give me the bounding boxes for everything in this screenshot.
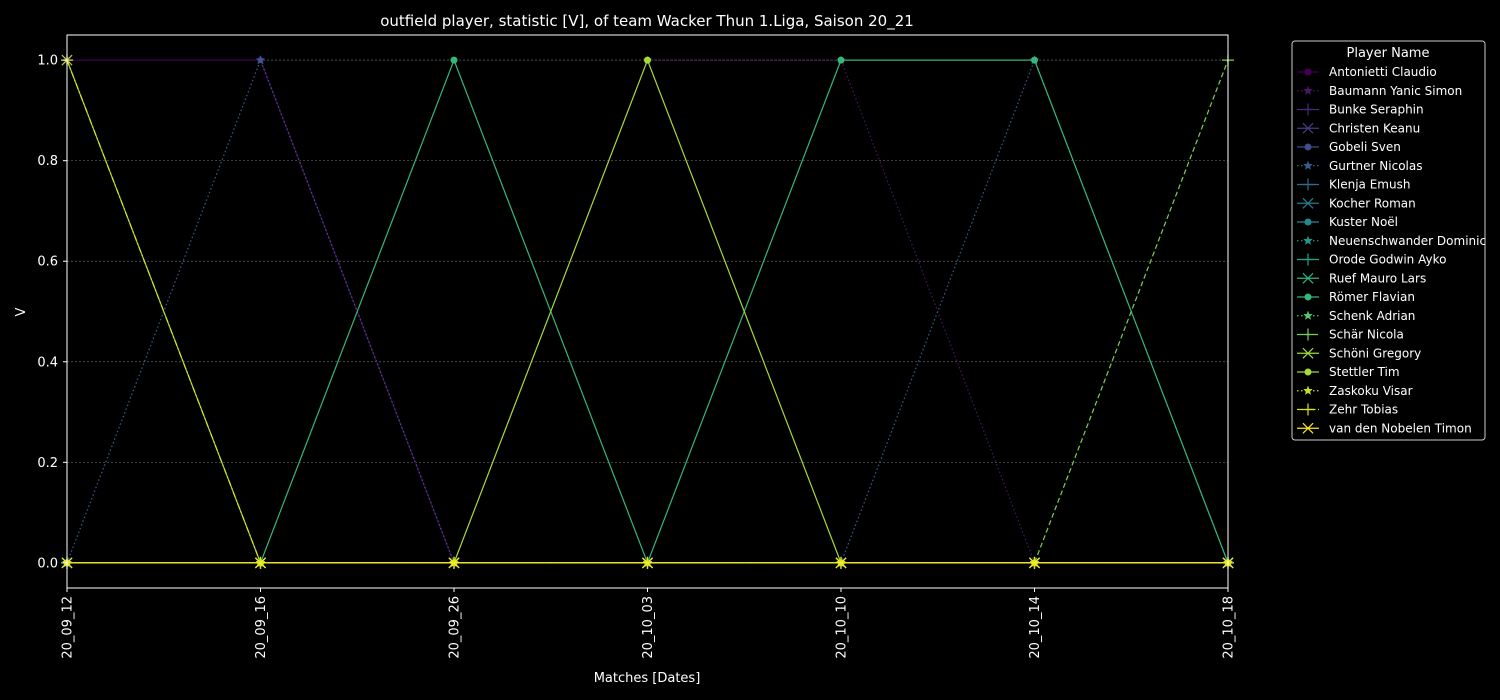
legend-marker	[1303, 85, 1313, 95]
legend-item: Stettler Tim	[1297, 365, 1400, 379]
data-point	[450, 56, 458, 64]
legend-label: Gurtner Nicolas	[1329, 159, 1422, 173]
legend-items: Antonietti Claudio Baumann Yanic Simon Bun…	[1297, 65, 1486, 435]
chart-title: outfield player, statistic [V], of team …	[380, 12, 914, 31]
legend-label: Schöni Gregory	[1329, 346, 1421, 360]
legend-marker	[1302, 403, 1314, 416]
data-point	[644, 56, 651, 64]
data-point	[1031, 56, 1038, 64]
legend-label: Zaskoku Visar	[1329, 384, 1413, 398]
legend-marker	[1303, 160, 1313, 170]
legend-label: Orode Godwin Ayko	[1329, 253, 1446, 267]
x-tick-label: 20_10_10	[835, 596, 850, 659]
legend-marker	[1302, 347, 1314, 359]
data-point	[254, 557, 267, 569]
legend-marker	[1303, 385, 1313, 395]
legend-label: Zehr Tobias	[1329, 403, 1398, 417]
legend-label: Kuster Noël	[1329, 215, 1398, 229]
data-point	[835, 557, 847, 569]
plot-area	[67, 35, 1228, 588]
legend-item: Schenk Adrian	[1297, 309, 1415, 323]
legend-label: van den Nobelen Timon	[1329, 421, 1472, 435]
data-point	[837, 56, 845, 64]
axis-layer: 0.0 0.2 0.4 0.6 0.8 1.0 20_09_12 20_09_16 20_09_…	[37, 54, 1236, 659]
legend-marker	[1302, 328, 1314, 341]
y-tick-label: 0.6	[37, 255, 58, 270]
series-layer	[61, 54, 1234, 569]
legend-label: Gobeli Sven	[1329, 140, 1401, 154]
legend-marker	[1304, 68, 1312, 76]
legend-item: Römer Flavian	[1297, 290, 1415, 304]
x-tick-label: 20_09_16	[254, 596, 269, 659]
legend-marker	[1302, 178, 1314, 191]
legend-item: Christen Keanu	[1297, 121, 1420, 135]
y-tick-label: 0.2	[37, 456, 58, 471]
legend-label: Römer Flavian	[1329, 290, 1415, 304]
legend-item: Kuster Noël	[1297, 215, 1398, 229]
legend-marker	[1304, 368, 1312, 376]
legend-marker	[1303, 235, 1313, 245]
legend-marker	[1302, 253, 1314, 266]
y-tick-label: 0.8	[37, 154, 58, 169]
legend-item: Zaskoku Visar	[1297, 384, 1413, 398]
legend-title: Player Name	[1347, 46, 1430, 61]
legend-label: Neuenschwander Dominic	[1329, 234, 1486, 248]
legend-item: Gobeli Sven	[1297, 140, 1401, 154]
legend-label: Klenja Emush	[1329, 178, 1410, 192]
legend-marker	[1302, 272, 1314, 284]
y-tick-label: 1.0	[37, 54, 58, 69]
legend-item: van den Nobelen Timon	[1297, 421, 1472, 435]
legend-marker	[1304, 293, 1312, 301]
legend-marker	[1302, 122, 1314, 134]
legend-item: Zehr Tobias	[1297, 403, 1398, 417]
y-axis-label: V	[14, 307, 29, 316]
legend-item: Neuenschwander Dominic	[1297, 234, 1486, 248]
legend-marker	[1304, 143, 1312, 151]
legend-label: Christen Keanu	[1329, 121, 1420, 135]
legend-label: Schär Nicola	[1329, 328, 1404, 342]
legend-item: Kocher Roman	[1297, 196, 1416, 210]
legend: Player Name Antonietti Claudio Baumann Ya…	[1291, 40, 1486, 441]
legend-item: Antonietti Claudio	[1297, 65, 1437, 79]
legend-marker	[1304, 218, 1312, 226]
legend-marker	[1302, 103, 1314, 116]
data-point	[1028, 557, 1041, 569]
x-tick-label: 20_10_14	[1028, 596, 1043, 659]
legend-label: Kocher Roman	[1329, 196, 1416, 210]
legend-item: Klenja Emush	[1297, 178, 1410, 192]
x-tick-label: 20_09_26	[448, 596, 463, 659]
legend-item: Ruef Mauro Lars	[1297, 271, 1426, 285]
legend-label: Bunke Seraphin	[1329, 103, 1424, 117]
x-tick-label: 20_10_18	[1222, 596, 1237, 659]
legend-label: Stettler Tim	[1329, 365, 1400, 379]
legend-item: Orode Godwin Ayko	[1297, 253, 1446, 267]
x-axis-label: Matches [Dates]	[594, 671, 701, 686]
data-point	[641, 557, 654, 569]
legend-item: Baumann Yanic Simon	[1297, 84, 1462, 98]
legend-marker	[1302, 422, 1314, 434]
legend-marker	[1303, 310, 1313, 320]
y-tick-label: 0.0	[37, 556, 58, 571]
legend-label: Schenk Adrian	[1329, 309, 1415, 323]
legend-item: Bunke Seraphin	[1297, 103, 1424, 117]
legend-item: Schär Nicola	[1297, 328, 1404, 342]
legend-marker	[1302, 197, 1314, 209]
y-tick-label: 0.4	[37, 355, 58, 370]
legend-box	[1291, 40, 1486, 441]
data-point	[255, 54, 266, 65]
legend-item: Schöni Gregory	[1297, 346, 1421, 360]
x-tick-label: 20_09_12	[61, 596, 76, 659]
data-point	[448, 557, 460, 569]
legend-item: Gurtner Nicolas	[1297, 159, 1422, 173]
legend-label: Antonietti Claudio	[1329, 65, 1437, 79]
x-tick-label: 20_10_03	[641, 596, 656, 659]
legend-label: Baumann Yanic Simon	[1329, 84, 1462, 98]
legend-label: Ruef Mauro Lars	[1329, 271, 1426, 285]
